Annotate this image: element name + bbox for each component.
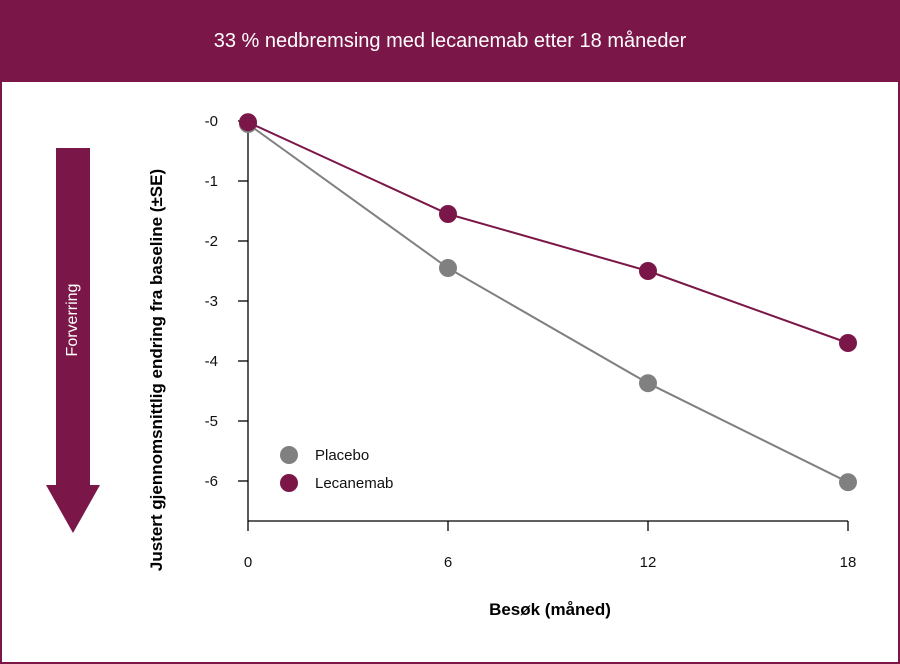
y-tick-label: -6	[205, 473, 218, 490]
x-tick-label: 18	[840, 554, 857, 571]
y-tick-label: -2	[205, 233, 218, 250]
placebo-line	[247, 123, 849, 484]
y-tick-label: -1	[205, 173, 218, 190]
legend-label-lecanemab: Lecanemab	[315, 475, 393, 492]
lecanemab-point	[239, 113, 257, 132]
placebo-point	[639, 374, 657, 393]
lecanemab-point	[839, 334, 857, 352]
y-tick-label: -0	[205, 113, 218, 130]
lecanemab-point	[439, 205, 457, 223]
placebo-point	[439, 259, 457, 277]
lecanemab-line	[247, 121, 849, 344]
y-tick-label: -4	[205, 353, 218, 370]
x-tick-label: 6	[444, 554, 452, 571]
chart-title: 33 % nedbremsing med lecanemab etter 18 …	[0, 0, 900, 82]
legend-marker-lecanemab	[280, 474, 298, 492]
legend-marker-placebo	[280, 446, 298, 464]
placebo-point	[839, 473, 857, 492]
x-tick-label: 12	[640, 554, 657, 571]
lecanemab-point	[639, 262, 657, 280]
legend-label-placebo: Placebo	[315, 447, 369, 464]
x-tick-label: 0	[244, 554, 252, 571]
arrow-down-icon	[46, 148, 100, 533]
y-tick-label: -3	[205, 293, 218, 310]
y-tick-label: -5	[205, 413, 218, 430]
x-axis-label: Besøk (måned)	[489, 600, 611, 619]
